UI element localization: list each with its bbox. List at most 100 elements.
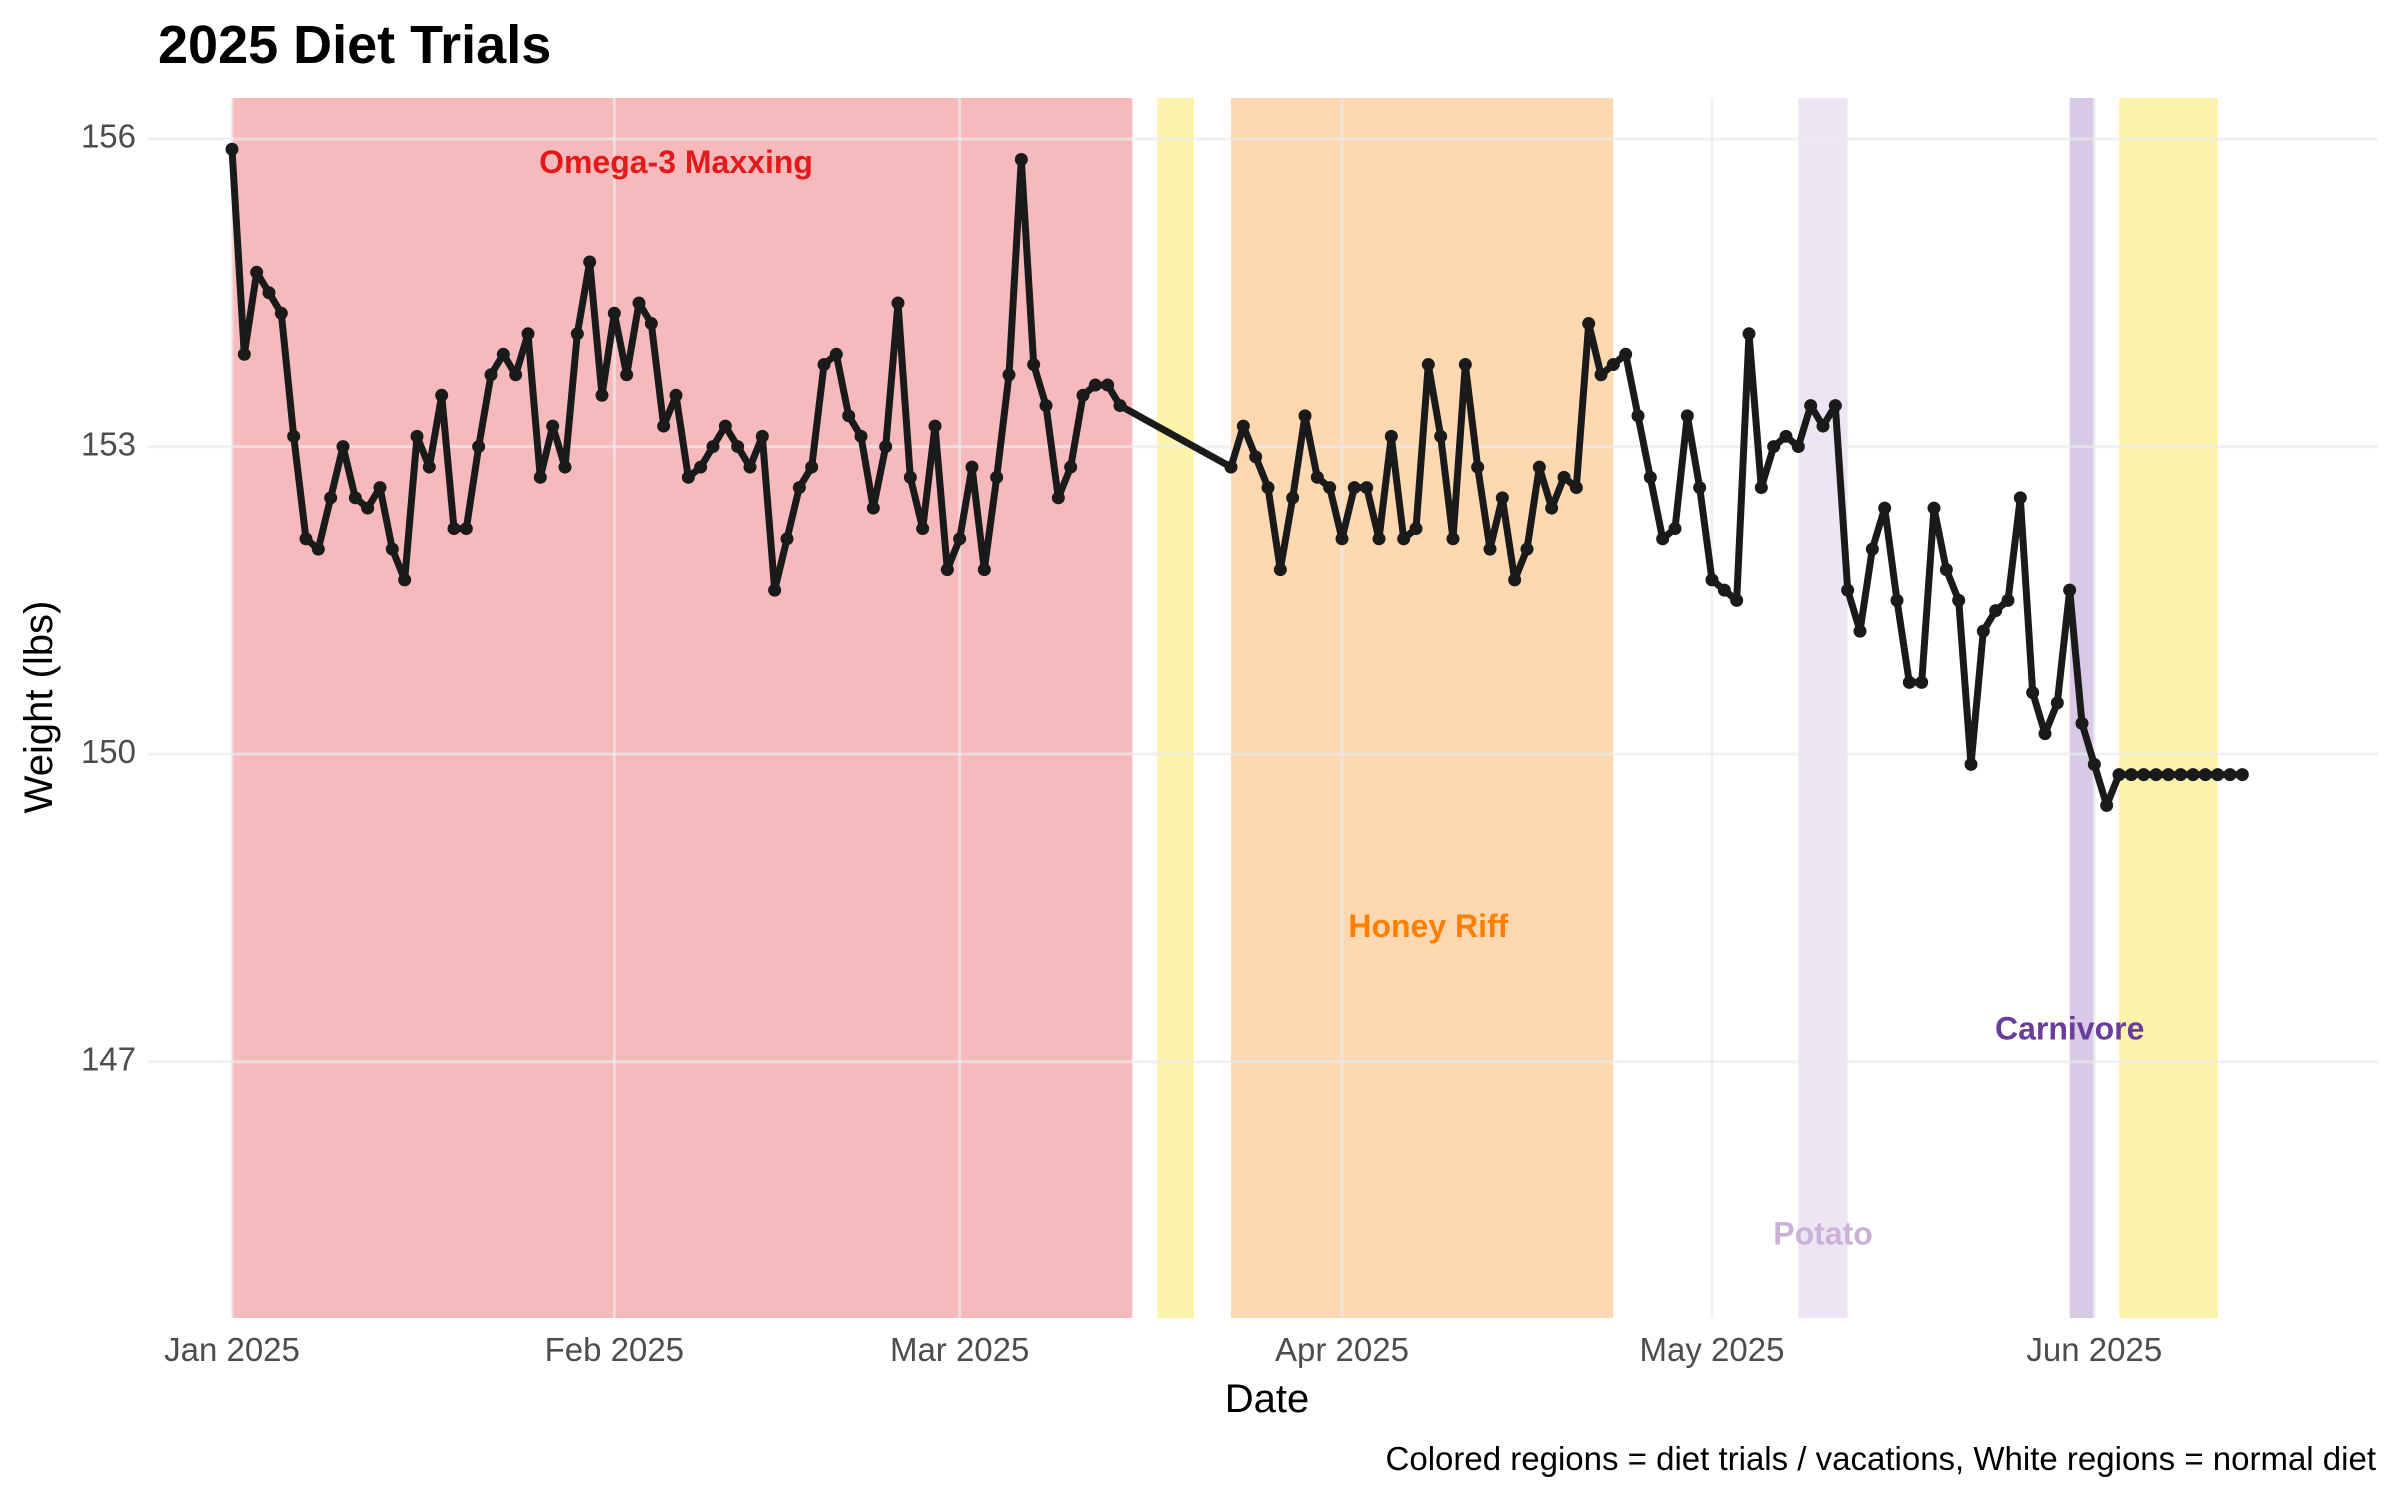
data-point-44 [768,583,782,597]
data-point-8 [324,491,338,505]
data-point-52 [866,501,880,515]
region-band-0 [232,98,1133,1318]
data-point-145 [2112,768,2126,782]
data-point-99 [1545,501,1559,515]
data-point-16 [422,460,436,474]
data-point-18 [447,522,461,536]
data-point-31 [607,306,621,320]
data-point-62 [990,470,1004,484]
data-point-26 [546,419,560,433]
x-tick-label-0: Jan 2025 [164,1331,300,1368]
data-point-71 [1101,378,1115,392]
data-point-107 [1643,470,1657,484]
data-point-64 [1014,153,1028,167]
data-point-72 [1113,399,1127,413]
data-point-79 [1298,409,1312,423]
data-point-7 [311,542,325,556]
data-point-112 [1705,573,1719,587]
data-point-34 [644,317,658,331]
data-point-102 [1582,317,1596,331]
x-axis-ticks: Jan 2025 Feb 2025 Mar 2025 Apr 2025 May 2025… [164,1331,2162,1368]
region-labels: Omega-3 Maxxing Honey Riff Potato Carnivore [539,144,2144,1251]
data-point-70 [1088,378,1102,392]
data-point-135 [1989,604,2003,618]
data-point-80 [1310,470,1324,484]
data-point-14 [398,573,412,587]
data-point-95 [1495,491,1509,505]
data-point-122 [1828,399,1842,413]
y-tick-label-3: 156 [81,118,136,155]
region-band-5 [2119,98,2218,1318]
data-point-0 [225,142,239,156]
data-point-119 [1791,440,1805,454]
x-tick-label-3: Apr 2025 [1275,1331,1409,1368]
data-point-20 [472,440,486,454]
data-point-59 [953,532,967,546]
data-point-132 [1952,593,1966,607]
y-axis-title: Weight (lbs) [17,601,61,814]
data-point-27 [558,460,572,474]
data-point-150 [2174,768,2188,782]
data-point-142 [2075,716,2089,730]
y-tick-label-0: 147 [81,1040,136,1077]
data-point-61 [977,563,991,577]
data-point-50 [842,409,856,423]
data-point-148 [2149,768,2163,782]
data-point-33 [632,296,646,310]
data-point-2 [250,265,264,279]
region-label-4: Carnivore [1995,1010,2144,1046]
data-point-11 [361,501,375,515]
data-point-104 [1606,358,1620,372]
data-point-10 [348,491,362,505]
data-point-21 [484,368,498,382]
y-tick-label-1: 150 [81,733,136,770]
data-point-130 [1927,501,1941,515]
weight-series [225,142,2249,812]
data-point-69 [1076,388,1090,402]
x-axis-title: Date [1225,1377,1310,1421]
data-point-65 [1027,358,1041,372]
data-point-90 [1434,429,1448,443]
region-band-2 [1231,98,1614,1318]
data-point-87 [1397,532,1411,546]
data-point-53 [879,440,893,454]
data-point-140 [2050,696,2064,710]
data-point-129 [1915,675,1929,689]
data-point-54 [891,296,905,310]
region-band-1 [1157,98,1194,1318]
data-point-41 [731,440,745,454]
data-point-117 [1767,440,1781,454]
data-point-143 [2087,757,2101,771]
data-point-76 [1261,481,1275,495]
data-point-42 [743,460,757,474]
data-point-78 [1286,491,1300,505]
data-point-94 [1483,542,1497,556]
x-tick-label-2: Mar 2025 [890,1331,1029,1368]
data-point-136 [2001,593,2015,607]
data-point-106 [1631,409,1645,423]
data-point-5 [287,429,301,443]
data-point-91 [1446,532,1460,546]
data-point-81 [1323,481,1337,495]
data-point-15 [410,429,424,443]
data-point-109 [1668,522,1682,536]
data-point-141 [2063,583,2077,597]
y-axis-ticks: 147 150 153 156 [81,118,136,1078]
data-point-86 [1384,429,1398,443]
data-point-49 [829,347,843,361]
data-point-39 [706,440,720,454]
data-point-152 [2198,768,2212,782]
data-point-32 [620,368,634,382]
data-point-137 [2013,491,2027,505]
data-point-63 [1002,368,1016,382]
data-point-121 [1816,419,1830,433]
diet-regions [232,98,2218,1318]
data-point-113 [1717,583,1731,597]
data-point-155 [2235,768,2249,782]
data-point-111 [1693,481,1707,495]
data-point-45 [780,532,794,546]
data-point-28 [570,327,584,341]
data-point-66 [1039,399,1053,413]
region-label-2: Honey Riff [1348,908,1508,944]
